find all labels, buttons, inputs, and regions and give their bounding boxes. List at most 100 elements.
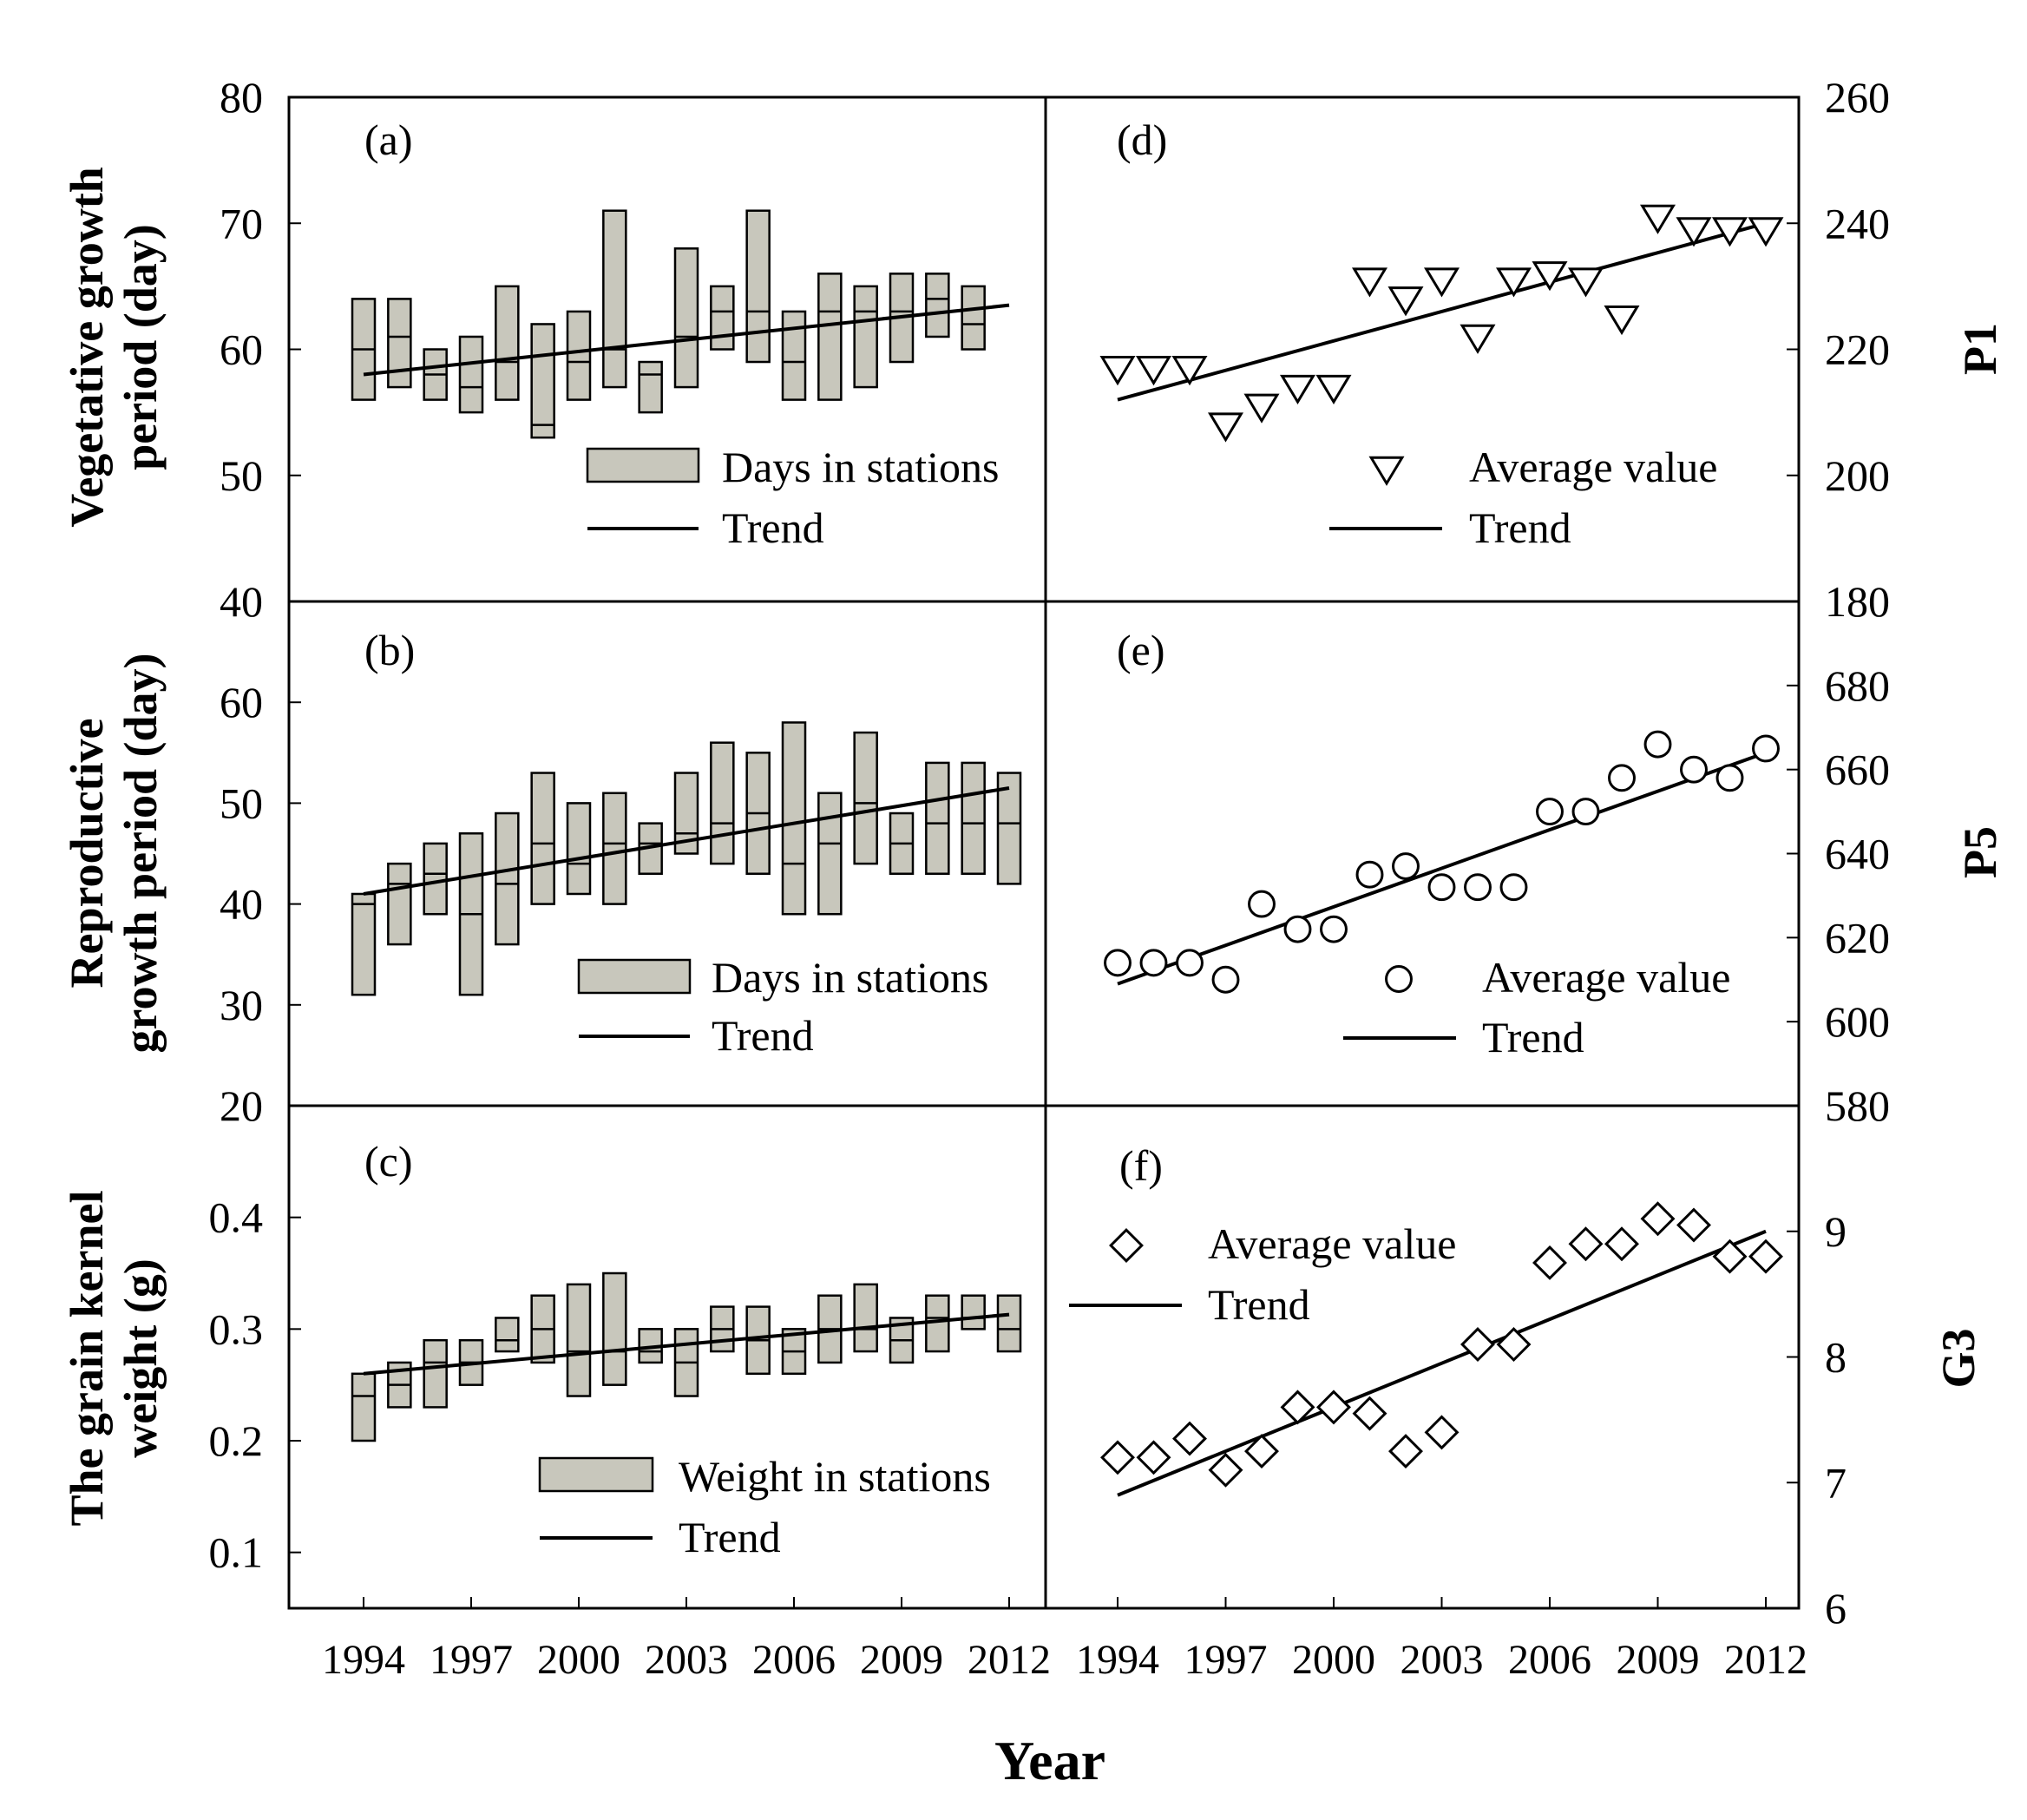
point-e-2000 [1320, 915, 1348, 943]
point-f-1994 [1100, 1440, 1135, 1475]
x-tick-label: 2006 [752, 1637, 836, 1683]
bar-b-1996 [423, 842, 448, 916]
y-axis-title-a: Vegetative growthperiod (day) [61, 167, 167, 527]
legend-bar-label-b: Days in stations [712, 953, 988, 1002]
bar-a-2010 [925, 273, 950, 338]
legend-bar-swatch-a [586, 447, 700, 483]
point-d-1998 [1243, 393, 1280, 424]
y-tick-label: 50 [220, 779, 263, 827]
bar-b-2006 [781, 721, 807, 916]
bar-a-1999 [530, 323, 555, 439]
y-tick-label: 180 [1825, 577, 1890, 626]
y-tick-label: 40 [220, 880, 263, 929]
point-f-2004 [1460, 1327, 1495, 1362]
point-e-2001 [1355, 860, 1384, 889]
x-tick-label: 2003 [645, 1637, 728, 1683]
y-tick-label: 8 [1825, 1333, 1847, 1382]
y-tick-label: 7 [1825, 1458, 1847, 1507]
legend-line-label-e: Trend [1482, 1013, 1584, 1061]
point-e-2006 [1536, 798, 1564, 826]
point-d-1994 [1099, 356, 1136, 386]
bar-a-1998 [495, 285, 520, 401]
x-tick-label: 2012 [1724, 1637, 1807, 1683]
bar-c-1994 [351, 1372, 377, 1442]
y-axis-title-b: Reproductivegrowth period (day) [61, 653, 167, 1053]
point-d-2008 [1604, 305, 1640, 336]
point-f-2001 [1352, 1396, 1387, 1431]
y-axis-title-line: growth period (day) [115, 653, 167, 1053]
bar-b-1999 [530, 772, 555, 905]
panel-label-b: (b) [364, 626, 415, 674]
y-tick-label: 20 [220, 1081, 263, 1130]
x-tick-label: 2012 [968, 1637, 1051, 1683]
y-tick-label: 600 [1825, 997, 1890, 1046]
bar-c-2000 [566, 1283, 592, 1397]
y-tick-label: 50 [220, 451, 263, 500]
point-e-2007 [1571, 798, 1600, 826]
point-d-2006 [1532, 261, 1568, 292]
point-f-2011 [1712, 1239, 1748, 1274]
y-tick-label: 60 [220, 325, 263, 374]
point-f-2009 [1640, 1201, 1676, 1237]
bar-a-1995 [387, 298, 412, 389]
x-tick-label: 1994 [322, 1637, 405, 1683]
point-e-1997 [1211, 965, 1240, 994]
point-d-1996 [1171, 356, 1208, 386]
point-f-1997 [1208, 1452, 1243, 1488]
bar-a-2000 [566, 310, 592, 401]
bar-a-1997 [458, 335, 484, 414]
legend-marker-label-d: Average value [1469, 443, 1717, 491]
point-f-2006 [1532, 1245, 1567, 1280]
y-tick-label: 680 [1825, 661, 1890, 710]
panel-label-e: (e) [1117, 626, 1165, 674]
y-tick-label: 620 [1825, 913, 1890, 962]
y-tick-label: 580 [1825, 1081, 1890, 1130]
point-d-2011 [1712, 217, 1748, 247]
bar-a-2007 [817, 273, 843, 401]
trend-line-b [363, 785, 1010, 896]
trend-line-e [1117, 751, 1767, 986]
point-d-2002 [1387, 286, 1424, 317]
bar-b-2008 [853, 731, 878, 865]
right-axis-title-d: P1 [1954, 323, 2006, 375]
x-tick-label: 2003 [1401, 1637, 1484, 1683]
bar-a-2008 [853, 285, 878, 389]
legend-line-label-c: Trend [679, 1513, 781, 1561]
point-e-2005 [1499, 873, 1528, 902]
legend-line-label-b: Trend [712, 1011, 814, 1060]
y-axis-title-line: Vegetative growth [61, 167, 113, 527]
y-tick-label: 80 [220, 73, 263, 122]
bar-c-2012 [996, 1294, 1022, 1353]
panel-label-c: (c) [364, 1137, 413, 1186]
y-tick-label: 0.4 [209, 1193, 264, 1242]
point-e-2009 [1643, 730, 1672, 759]
point-f-2000 [1316, 1390, 1351, 1425]
point-f-1998 [1244, 1434, 1279, 1469]
x-axis-title: Year [994, 1730, 1105, 1791]
bar-a-2001 [602, 209, 627, 389]
point-f-2012 [1748, 1239, 1783, 1274]
trend-line-d [1117, 221, 1767, 402]
point-d-1997 [1208, 412, 1243, 443]
y-tick-label: 30 [220, 981, 263, 1029]
bar-b-2007 [817, 792, 843, 916]
bar-b-1998 [495, 811, 520, 946]
y-tick-label: 0.1 [209, 1528, 264, 1577]
y-axis-title-line: weight (g) [115, 1258, 167, 1457]
bar-c-1998 [495, 1317, 520, 1353]
point-f-2005 [1496, 1327, 1532, 1362]
y-tick-label: 60 [220, 678, 263, 726]
x-tick-label: 2000 [537, 1637, 620, 1683]
y-tick-label: 6 [1825, 1584, 1847, 1633]
y-tick-label: 0.3 [209, 1304, 264, 1353]
y-tick-label: 260 [1825, 73, 1890, 122]
y-tick-label: 40 [220, 577, 263, 626]
legend-marker-label-e: Average value [1482, 953, 1730, 1002]
y-tick-label: 660 [1825, 746, 1890, 794]
point-e-2012 [1752, 734, 1780, 763]
point-f-2002 [1388, 1434, 1423, 1469]
point-d-2009 [1640, 204, 1676, 234]
y-axis-title-line: The grain kernel [61, 1191, 113, 1527]
point-e-2010 [1680, 755, 1708, 784]
